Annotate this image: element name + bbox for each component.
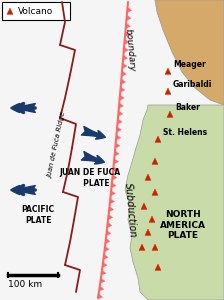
Text: Volcano: Volcano [18, 8, 53, 16]
Polygon shape [117, 119, 122, 124]
Polygon shape [103, 254, 108, 260]
Polygon shape [112, 175, 117, 180]
Polygon shape [120, 95, 124, 100]
Text: boundary: boundary [124, 28, 136, 72]
Text: Garibaldi: Garibaldi [173, 80, 212, 89]
Polygon shape [111, 183, 116, 188]
Polygon shape [119, 103, 124, 108]
Text: Baker: Baker [175, 103, 200, 112]
Polygon shape [117, 127, 121, 132]
Polygon shape [100, 278, 105, 283]
Polygon shape [165, 88, 171, 94]
Polygon shape [118, 111, 123, 116]
Polygon shape [141, 203, 147, 209]
Polygon shape [127, 7, 132, 13]
Polygon shape [125, 105, 224, 300]
Polygon shape [114, 151, 119, 156]
Polygon shape [104, 246, 109, 252]
Polygon shape [107, 222, 112, 228]
Polygon shape [113, 167, 118, 172]
Polygon shape [145, 229, 151, 236]
Polygon shape [7, 8, 13, 14]
Polygon shape [152, 158, 158, 164]
Text: Juan de Fuca Ridge: Juan de Fuca Ridge [47, 111, 67, 178]
Polygon shape [101, 270, 106, 275]
Text: NORTH
AMERICA
PLATE: NORTH AMERICA PLATE [160, 210, 206, 240]
Polygon shape [126, 15, 131, 21]
Text: Subduction: Subduction [123, 182, 137, 238]
Text: Meager: Meager [173, 60, 206, 69]
Polygon shape [121, 79, 126, 84]
Polygon shape [106, 230, 111, 236]
Polygon shape [109, 206, 114, 212]
Polygon shape [165, 68, 171, 74]
Polygon shape [152, 189, 158, 195]
Polygon shape [124, 47, 128, 52]
Polygon shape [98, 294, 103, 299]
Polygon shape [155, 0, 224, 105]
Polygon shape [145, 174, 151, 180]
Polygon shape [110, 199, 114, 204]
Polygon shape [115, 143, 120, 148]
Text: JUAN DE FUCA
     PLATE: JUAN DE FUCA PLATE [59, 168, 121, 188]
Polygon shape [122, 71, 126, 76]
Polygon shape [123, 55, 128, 61]
Polygon shape [108, 214, 113, 220]
Polygon shape [155, 136, 161, 142]
FancyBboxPatch shape [2, 2, 70, 20]
Polygon shape [114, 159, 118, 164]
Text: PACIFIC
PLATE: PACIFIC PLATE [22, 205, 55, 225]
Polygon shape [99, 286, 104, 291]
Text: St. Helens: St. Helens [163, 128, 207, 137]
Polygon shape [139, 244, 145, 250]
Polygon shape [149, 216, 155, 222]
Polygon shape [155, 264, 161, 270]
Polygon shape [116, 135, 121, 140]
Polygon shape [126, 23, 130, 28]
Polygon shape [124, 39, 129, 44]
Polygon shape [120, 87, 125, 92]
Polygon shape [152, 244, 158, 250]
Polygon shape [102, 262, 107, 267]
Polygon shape [122, 63, 127, 68]
Polygon shape [111, 190, 115, 196]
Text: 100 km: 100 km [8, 280, 42, 289]
Polygon shape [125, 31, 130, 37]
Polygon shape [167, 111, 173, 117]
Polygon shape [105, 238, 110, 244]
